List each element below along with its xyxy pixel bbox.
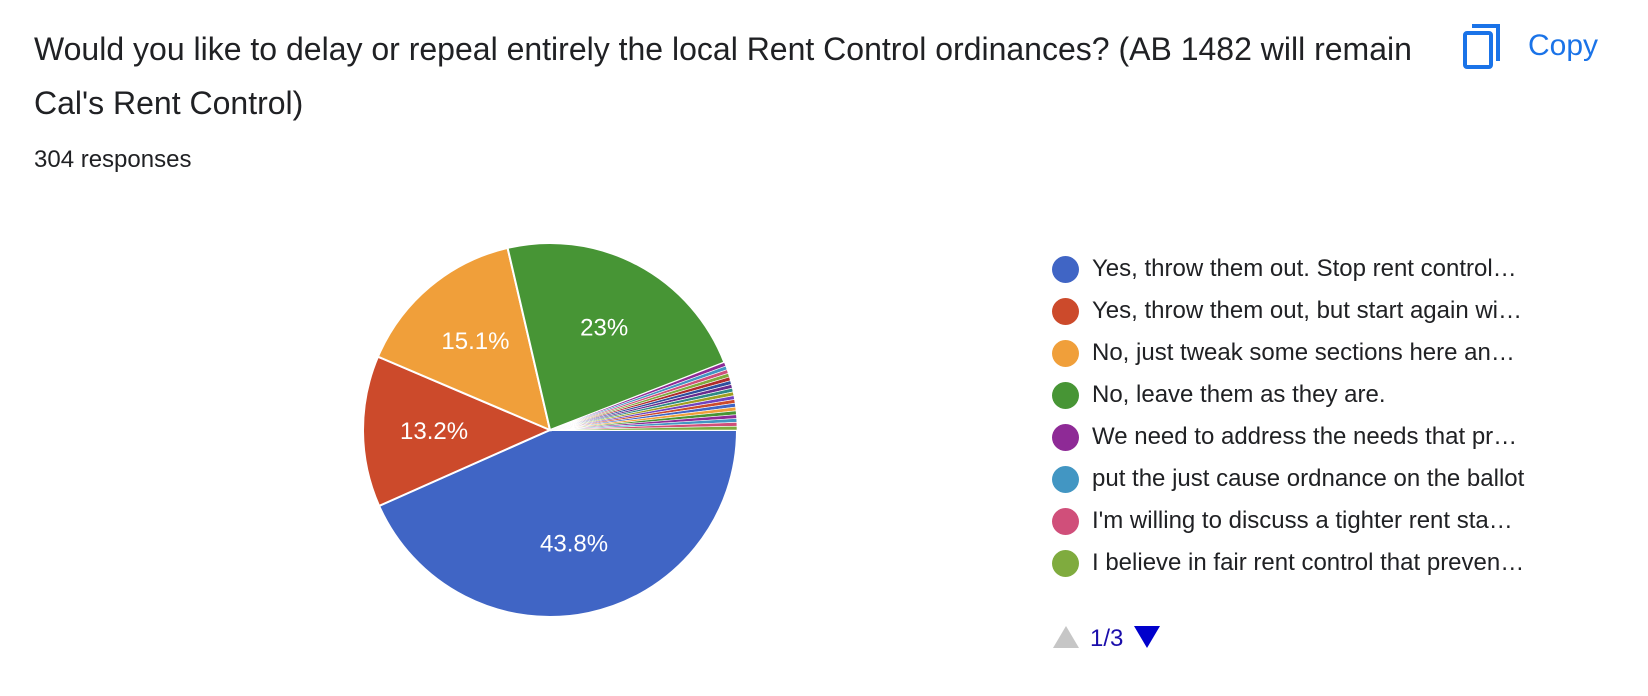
legend-swatch [1052, 339, 1079, 367]
legend-label: We need to address the needs that pr… [1092, 423, 1518, 450]
legend-label: Yes, throw them out, but start again wi… [1092, 297, 1522, 324]
pie-slice-label-3: 23% [580, 315, 628, 342]
legend-item: Yes, throw them out, but start again wi… [1052, 290, 1572, 332]
response-count: 304 responses [34, 146, 192, 173]
legend-item: We need to address the needs that pr… [1052, 416, 1572, 458]
legend-swatch [1052, 423, 1079, 451]
triangle-down-icon[interactable] [1133, 624, 1161, 655]
legend-swatch [1052, 549, 1079, 577]
legend-item: I believe in fair rent control that prev… [1052, 542, 1572, 584]
legend-label: No, leave them as they are. [1092, 381, 1386, 408]
pie-slice-2 [376, 246, 552, 432]
pie-slice-label-0: 43.8% [540, 530, 608, 557]
question-title: Would you like to delay or repeal entire… [34, 31, 1412, 121]
pie-slice-label-1: 13.2% [400, 418, 468, 445]
copy-label: Copy [1528, 29, 1599, 62]
legend-label: I'm willing to discuss a tighter rent st… [1092, 507, 1513, 534]
legend-pager: 1/3 [1052, 622, 1161, 656]
legend-swatch [1052, 507, 1079, 535]
copy-button[interactable]: Copy [1462, 16, 1598, 76]
pie-chart: 43.8% 13.2% 15.1% 23% [362, 242, 739, 618]
pie-slice-21 [549, 425, 738, 431]
legend-label: put the just cause ordnance on the ballo… [1092, 465, 1525, 492]
legend-item: put the just cause ordnance on the ballo… [1052, 458, 1572, 500]
legend-swatch [1052, 465, 1079, 493]
legend-item: No, leave them as they are. [1052, 374, 1572, 416]
pie-slice-label-2: 15.1% [441, 328, 509, 355]
legend-label: Yes, throw them out. Stop rent control… [1092, 255, 1517, 282]
legend-swatch [1052, 381, 1079, 409]
page-indicator: 1/3 [1090, 625, 1124, 652]
legend-item: Yes, throw them out. Stop rent control… [1052, 248, 1572, 290]
pie-slice-1 [362, 355, 553, 508]
legend-item: No, just tweak some sections here an… [1052, 332, 1572, 374]
legend-label: I believe in fair rent control that prev… [1092, 549, 1525, 576]
copy-icon [1462, 21, 1502, 71]
pie-slice-0 [377, 429, 739, 618]
legend-swatch [1052, 297, 1079, 325]
triangle-up-icon[interactable] [1052, 624, 1080, 655]
legend-swatch [1052, 255, 1079, 283]
legend-item: I'm willing to discuss a tighter rent st… [1052, 500, 1572, 542]
legend: Yes, throw them out. Stop rent control… Y… [1052, 248, 1572, 584]
legend-label: No, just tweak some sections here an… [1092, 339, 1515, 366]
